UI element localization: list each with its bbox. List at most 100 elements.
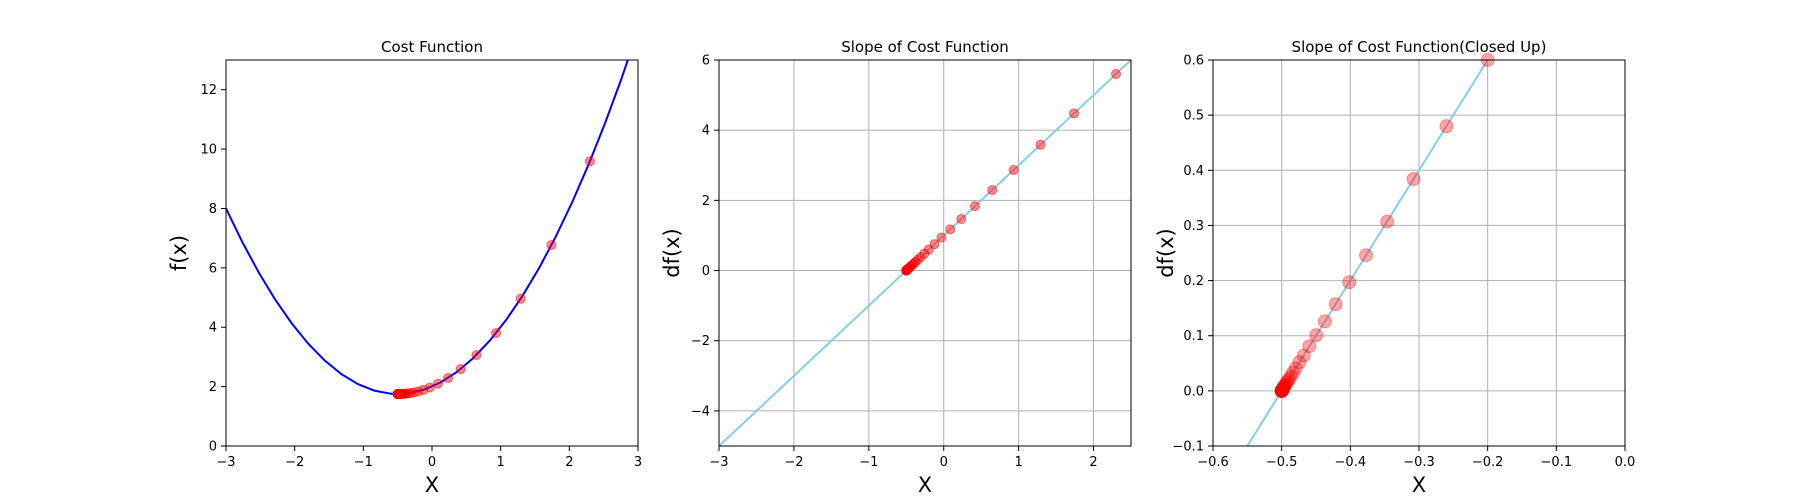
y-tick-label: 0.5: [1183, 109, 1204, 124]
y-tick-label: 0: [209, 440, 217, 455]
x-axis-label: X: [918, 473, 932, 497]
x-tick-label: −1: [859, 455, 878, 470]
y-axis-label: f(x): [167, 235, 191, 271]
data-point: [1275, 382, 1290, 397]
chart-title: Slope of Cost Function: [841, 38, 1009, 56]
data-point: [1279, 376, 1294, 391]
y-tick-label: 0.3: [1183, 219, 1204, 234]
data-point: [471, 349, 482, 360]
y-tick-label: 10: [200, 143, 217, 158]
x-tick-label: −3: [709, 455, 728, 470]
chart-panel-2: −3 −2 −1 0 1 2 −4 −2 0 2 4 6 Slope of Cost Function X…: [660, 38, 1132, 497]
data-point: [1439, 119, 1454, 134]
y-tick-label: 0.2: [1183, 274, 1204, 289]
scatter-points: [1274, 53, 1495, 398]
data-point: [1277, 378, 1292, 393]
data-point: [584, 156, 595, 167]
data-point: [1069, 108, 1080, 119]
x-axis-label: X: [1412, 473, 1426, 497]
y-axis-label: df(x): [1154, 228, 1178, 278]
data-point: [1302, 339, 1317, 354]
data-point: [945, 224, 956, 235]
x-tick-label: 2: [565, 455, 573, 470]
y-tick-label: 0.4: [1183, 164, 1204, 179]
data-point: [956, 214, 967, 225]
data-point: [1274, 383, 1289, 398]
data-point: [1035, 139, 1046, 150]
x-tick-label: −0.1: [1541, 455, 1573, 470]
data-point: [1274, 383, 1289, 398]
data-point: [1275, 383, 1290, 398]
x-tick-label: −2: [285, 455, 304, 470]
y-tick-label: −0.1: [1172, 440, 1204, 455]
data-point: [1296, 348, 1311, 363]
x-tick-label: 1: [497, 455, 505, 470]
data-point: [1274, 383, 1289, 398]
data-point: [1276, 381, 1291, 396]
data-point: [1288, 361, 1303, 376]
x-tick-label: 3: [634, 455, 642, 470]
series-line: [1246, 60, 1489, 446]
data-point: [546, 240, 557, 251]
x-tick-label: −0.6: [1197, 455, 1229, 470]
axes-frame: [718, 59, 1132, 447]
data-point: [1359, 248, 1374, 263]
data-point: [491, 328, 502, 339]
data-point: [455, 364, 466, 375]
data-point: [1283, 369, 1298, 384]
chart-title: Slope of Cost Function(Closed Up): [1292, 38, 1547, 56]
data-point: [1008, 164, 1019, 175]
data-point: [1274, 383, 1289, 398]
data-point: [1380, 214, 1395, 229]
x-tick-label: 2: [1089, 455, 1097, 470]
data-point: [1276, 380, 1291, 395]
data-point: [1275, 383, 1290, 398]
chart-title: Cost Function: [381, 38, 483, 56]
scatter-points: [901, 69, 1122, 276]
x-tick-label: 0.0: [1615, 455, 1636, 470]
data-point: [443, 373, 454, 384]
x-tick-label: −0.4: [1335, 455, 1367, 470]
y-tick-label: 0.1: [1183, 329, 1204, 344]
data-point: [1278, 377, 1293, 392]
chart-panel-3: −0.6 −0.5 −0.4 −0.3 −0.2 −0.1 0.0 −0.1 0.0 0.1 0.2…: [1154, 38, 1636, 497]
y-tick-label: 12: [200, 83, 217, 98]
x-tick-label: 0: [428, 455, 436, 470]
y-tick-label: 0: [702, 264, 710, 279]
y-tick-label: 8: [209, 202, 217, 217]
x-tick-label: −0.5: [1266, 455, 1298, 470]
data-point: [1328, 297, 1343, 312]
data-point: [1275, 382, 1290, 397]
data-point: [1274, 383, 1289, 398]
data-point: [1274, 383, 1289, 398]
data-point: [1274, 383, 1289, 398]
x-tick-label: 0: [940, 455, 948, 470]
data-point: [392, 389, 403, 400]
data-point: [515, 293, 526, 304]
y-tick-label: 4: [209, 321, 217, 336]
x-tick-label: 1: [1014, 455, 1022, 470]
data-point: [936, 232, 947, 243]
x-tick-label: −0.3: [1403, 455, 1435, 470]
data-point: [1280, 374, 1295, 389]
data-point: [1342, 275, 1357, 290]
y-tick-label: 2: [209, 380, 217, 395]
x-tick-label: −0.2: [1472, 455, 1504, 470]
data-point: [1309, 328, 1324, 343]
y-tick-label: 6: [702, 54, 710, 69]
x-tick-label: −1: [354, 455, 373, 470]
data-point: [1111, 69, 1122, 80]
grid-lines: [1212, 59, 1626, 447]
data-point: [901, 265, 912, 276]
data-point: [1286, 365, 1300, 380]
data-point: [1274, 383, 1289, 398]
y-tick-label: −2: [691, 334, 710, 349]
data-point: [970, 201, 980, 212]
data-point: [1406, 172, 1421, 187]
data-point: [987, 185, 998, 196]
data-point: [1275, 383, 1290, 398]
y-tick-label: 0.0: [1183, 384, 1204, 399]
data-point: [1292, 355, 1307, 370]
